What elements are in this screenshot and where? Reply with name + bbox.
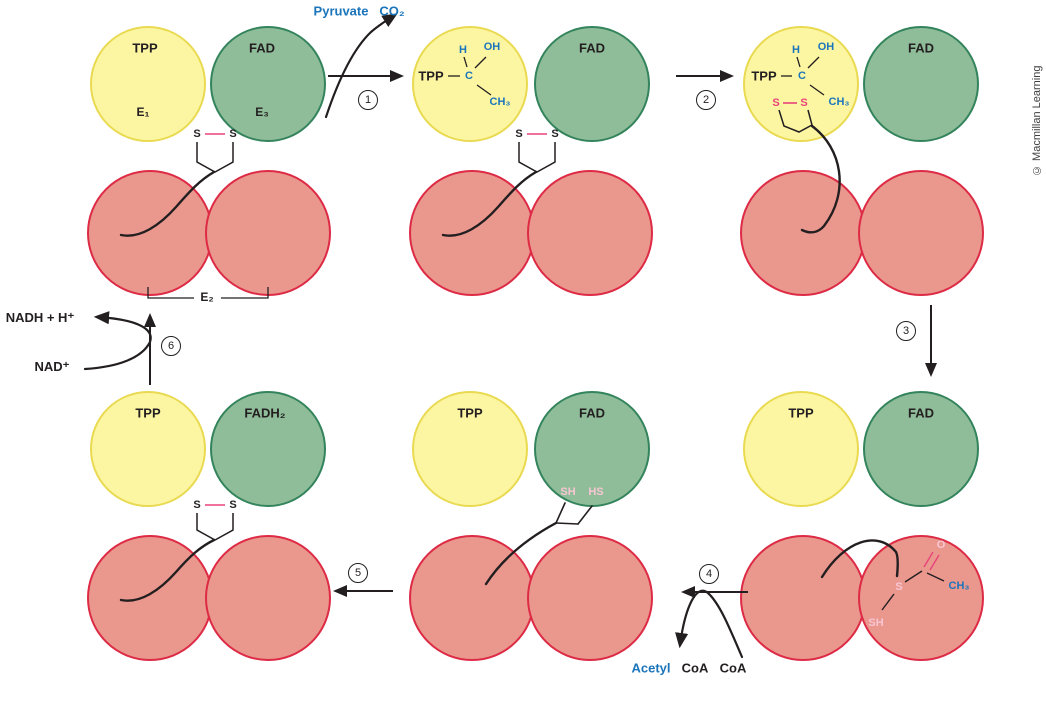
- co2-label: CO₂: [379, 3, 405, 19]
- oh-label-top-mid: OH: [483, 41, 501, 53]
- h-label-top-right: H: [792, 44, 800, 56]
- e3-fadh2-circle-bottom-left: [210, 391, 326, 507]
- nad-label: NAD⁺: [34, 359, 70, 374]
- sh-label-bottom-right: SH: [868, 617, 884, 629]
- s-left-bottom-left: S: [193, 499, 201, 511]
- e2-circle-left-bottom-right: [740, 535, 866, 661]
- e1-tpp-circle-top-mid: [412, 26, 528, 142]
- e1-tpp-circle-top-left: [90, 26, 206, 142]
- step-2-badge: 2: [696, 90, 716, 110]
- e2-circle-left-top-mid: [409, 170, 535, 296]
- e2-circle-left-bottom-left: [87, 535, 213, 661]
- ch3-label-top-right: CH₃: [828, 96, 850, 108]
- ch3-label-acetyl: CH₃: [948, 580, 970, 592]
- e2-circle-right-bottom-left: [205, 535, 331, 661]
- strand-connector: [555, 522, 579, 525]
- step-3-badge: 3: [896, 321, 916, 341]
- e3-fad-circle-top-left: [210, 26, 326, 142]
- hs-label-bottom-mid: HS: [588, 486, 604, 498]
- s-right-bottom-left: S: [229, 499, 237, 511]
- tpp-label-bottom-right: TPP: [788, 405, 814, 421]
- dithiolane-ring-bottom-left: [196, 513, 234, 541]
- e1-label: E₁: [136, 105, 150, 119]
- e3-fad-circle-bottom-mid: [534, 391, 650, 507]
- sh-strand-left: [555, 502, 566, 524]
- sh-label-bottom-mid: SH: [560, 486, 576, 498]
- fadh2-label: FADH₂: [244, 405, 286, 421]
- oh-label-top-right: OH: [817, 41, 835, 53]
- o-label-acetyl: O: [936, 539, 946, 551]
- s-right-top-right: S: [800, 97, 808, 109]
- e3-fad-circle-top-right: [863, 26, 979, 142]
- pyruvate-label: Pyruvate: [313, 3, 369, 19]
- fad-label-top-right: FAD: [908, 40, 934, 56]
- e1-tpp-circle-bottom-left: [90, 391, 206, 507]
- e2-label: E₂: [200, 290, 214, 304]
- e2-circle-right-top-right: [858, 170, 984, 296]
- coa-acetylcoa-curve-arrow: [675, 589, 744, 659]
- step-5-badge: 5: [348, 563, 368, 583]
- acetyl-coa-label: CoA: [681, 660, 709, 676]
- c-label-top-mid: C: [465, 70, 473, 82]
- e3-fad-circle-bottom-right: [863, 391, 979, 507]
- tpp-label-top-mid: TPP: [418, 68, 444, 84]
- step-6-badge: 6: [161, 336, 181, 356]
- tpp-label-bottom-left: TPP: [135, 405, 161, 421]
- fad-label-bottom-mid: FAD: [579, 405, 605, 421]
- c-label-top-right: C: [798, 70, 806, 82]
- dithiolane-ring-top-left: [196, 142, 234, 173]
- e2-circle-left-top-right: [740, 170, 866, 296]
- e1-tpp-circle-bottom-mid: [412, 391, 528, 507]
- e1-tpp-circle-top-right: [743, 26, 859, 142]
- e2-circle-right-top-mid: [527, 170, 653, 296]
- fad-label-top-mid: FAD: [579, 40, 605, 56]
- fad-label-top-left: FAD: [249, 40, 275, 56]
- e1-tpp-circle-bottom-right: [743, 391, 859, 507]
- tpp-label-top-left: TPP: [132, 40, 158, 56]
- dithiolane-ring-top-mid: [518, 142, 556, 173]
- nadh-label: NADH + H⁺: [5, 310, 75, 325]
- e2-circle-right-bottom-right: [858, 535, 984, 661]
- e3-label: E₃: [255, 105, 269, 119]
- tpp-label-bottom-mid: TPP: [457, 405, 483, 421]
- acetyl-label: Acetyl: [631, 660, 671, 676]
- h-label-top-mid: H: [459, 44, 467, 56]
- e2-circle-left-top-left: [87, 170, 213, 296]
- e2-circle-right-bottom-mid: [527, 535, 653, 661]
- s-left-top-left: S: [193, 128, 201, 140]
- ch3-label-top-mid: CH₃: [489, 96, 511, 108]
- s-left-top-mid: S: [515, 128, 523, 140]
- s-label-acetyl: S: [895, 581, 903, 593]
- coa-label: CoA: [719, 660, 747, 676]
- sh-strand-right: [577, 505, 593, 525]
- s-right-top-left: S: [229, 128, 237, 140]
- e3-fad-circle-top-mid: [534, 26, 650, 142]
- tpp-label-top-right: TPP: [751, 68, 777, 84]
- e2-circle-right-top-left: [205, 170, 331, 296]
- step-1-badge: 1: [358, 90, 378, 110]
- step-4-badge: 4: [699, 564, 719, 584]
- fad-label-bottom-right: FAD: [908, 405, 934, 421]
- s-left-top-right: S: [772, 97, 780, 109]
- nad-nadh-curve-arrow: [83, 311, 152, 371]
- e2-circle-left-bottom-mid: [409, 535, 535, 661]
- s-right-top-mid: S: [551, 128, 559, 140]
- copyright-credit: © Macmillan Learning: [1031, 65, 1043, 176]
